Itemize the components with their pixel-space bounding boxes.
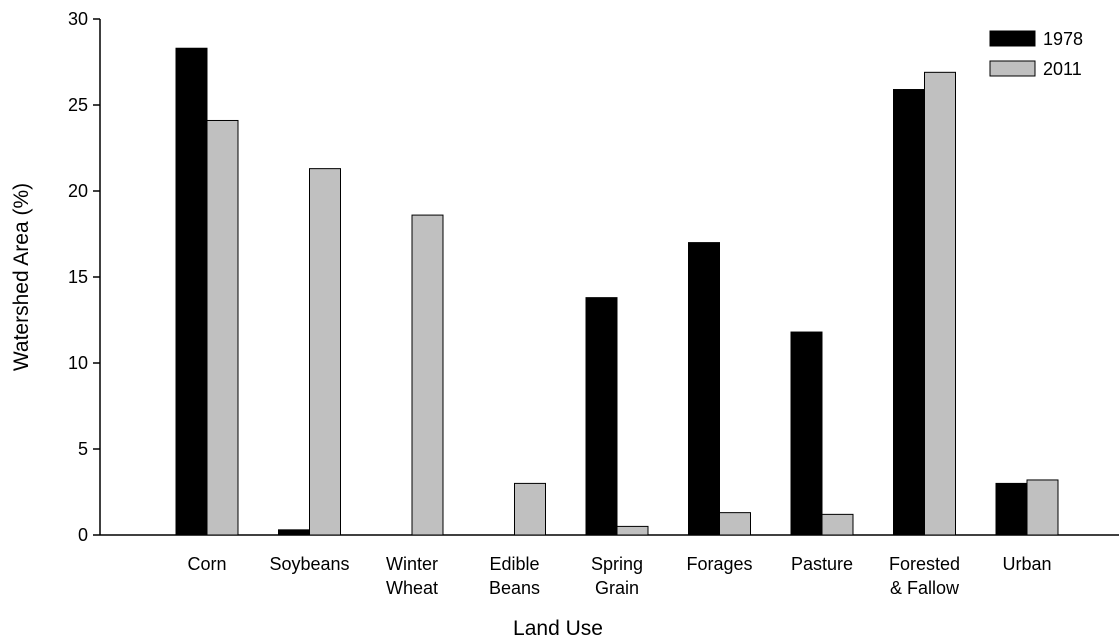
x-tick-label: Forested & Fallow [889, 554, 960, 598]
bar [175, 47, 208, 536]
y-tick-label: 5 [78, 439, 88, 459]
y-tick-label: 10 [68, 353, 88, 373]
bar [206, 119, 239, 536]
legend-swatch [989, 30, 1036, 47]
legend-label: 2011 [1043, 59, 1082, 79]
legend-swatch [989, 60, 1036, 77]
bar [924, 71, 956, 536]
y-tick-label: 20 [68, 181, 88, 201]
bar [821, 513, 854, 536]
bar [790, 331, 823, 536]
x-tick-label: Corn [187, 554, 226, 574]
bar [278, 529, 310, 536]
x-tick-label: Forages [686, 554, 752, 574]
x-axis-label: Land Use [513, 617, 603, 640]
bar [688, 242, 720, 536]
x-tick-label: Pasture [791, 554, 853, 574]
bar [893, 89, 925, 536]
legend-label: 1978 [1043, 29, 1083, 49]
bar [995, 482, 1028, 536]
y-tick-label: 30 [68, 9, 88, 29]
bar [1026, 479, 1059, 536]
bar [514, 482, 546, 536]
x-tick-label: Soybeans [269, 554, 349, 574]
x-tick-label: Winter Wheat [386, 554, 438, 598]
y-tick-label: 25 [68, 95, 88, 115]
bar [585, 297, 618, 536]
bar [309, 168, 341, 536]
x-tick-label: Spring Grain [591, 554, 643, 598]
x-tick-label: Edible Beans [489, 554, 540, 598]
y-axis-label: Watershed Area (%) [10, 183, 33, 371]
y-tick-label: 15 [68, 267, 88, 287]
x-tick-label: Urban [1002, 554, 1051, 574]
bar [616, 525, 649, 536]
y-tick-label: 0 [78, 525, 88, 545]
bar [719, 512, 751, 536]
bar [411, 214, 444, 536]
